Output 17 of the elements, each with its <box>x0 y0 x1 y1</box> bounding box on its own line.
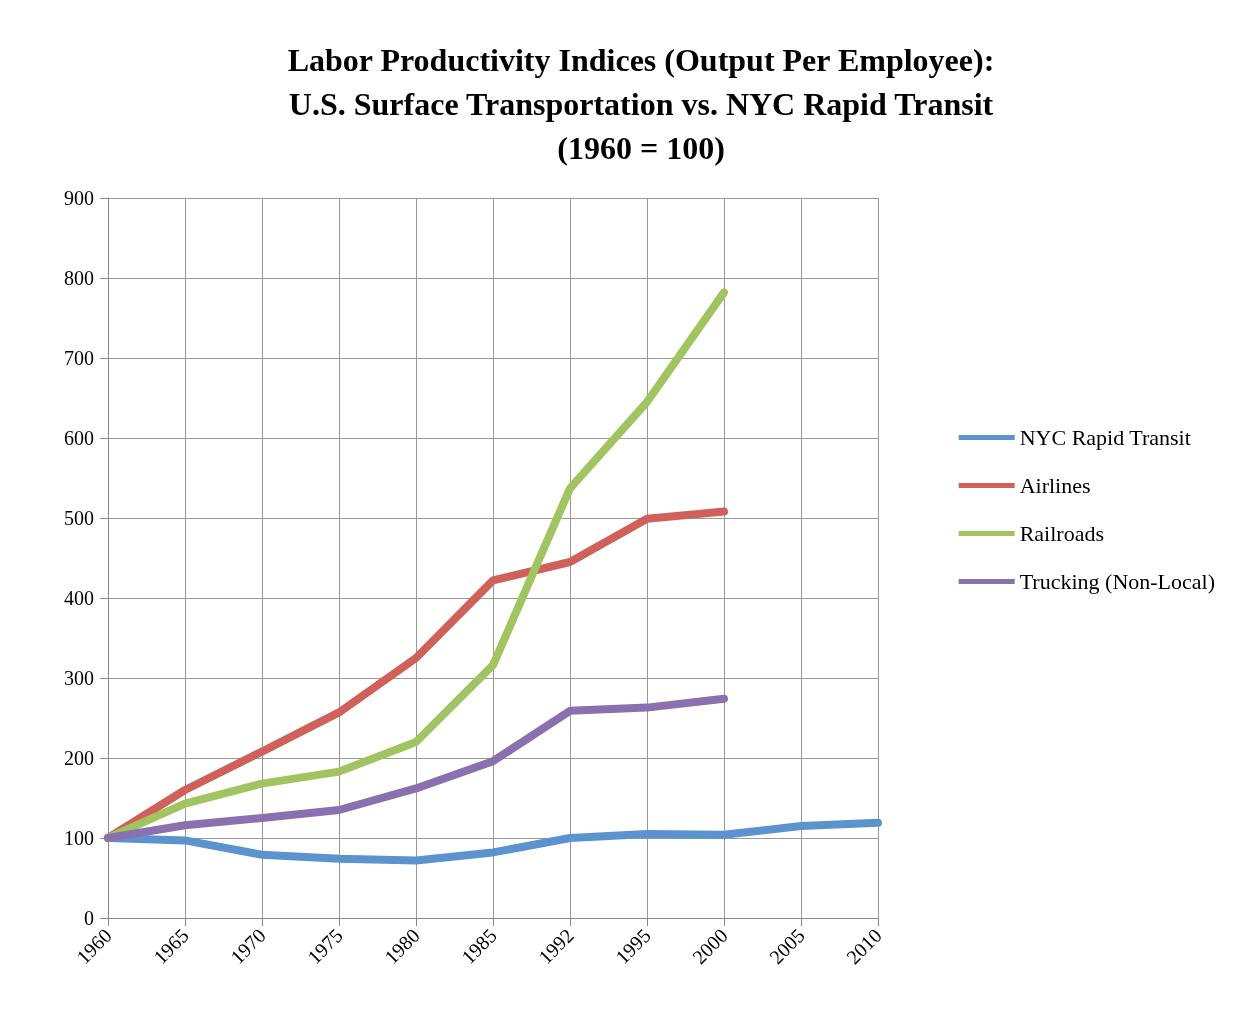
y-tick-label: 500 <box>64 507 94 529</box>
y-tick-label: 900 <box>64 187 94 209</box>
y-tick-label: 300 <box>64 667 94 689</box>
legend-label: NYC Rapid Transit <box>1019 425 1191 450</box>
legend-label: Railroads <box>1019 521 1105 546</box>
y-tick-label: 600 <box>64 427 94 449</box>
y-tick-label: 700 <box>64 347 94 369</box>
y-tick-label: 200 <box>64 747 94 769</box>
x-tick-label: 1992 <box>533 924 578 969</box>
y-tick-label: 100 <box>64 827 94 849</box>
legend-label: Trucking (Non-Local) <box>1019 569 1216 594</box>
x-tick-label: 1980 <box>379 924 424 969</box>
x-tick-label: 1970 <box>225 924 270 969</box>
legend-label: Airlines <box>1019 473 1091 498</box>
y-tick-label: 400 <box>64 587 94 609</box>
chart-title: Labor Productivity Indices (Output Per Employee): U.S. Surface Transportation vs. NYC Rapid Transit (1960 = 100) <box>287 42 995 166</box>
y-tick-label: 800 <box>64 267 94 289</box>
